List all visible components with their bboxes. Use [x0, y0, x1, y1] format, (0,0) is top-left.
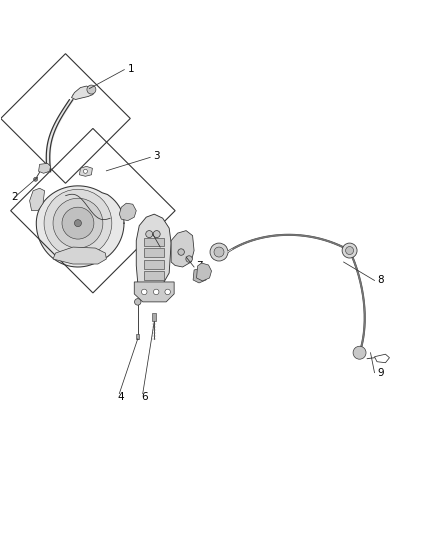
Text: 7: 7 — [196, 261, 203, 271]
Polygon shape — [71, 86, 95, 100]
Polygon shape — [197, 263, 212, 281]
Polygon shape — [79, 166, 92, 176]
Text: 1: 1 — [128, 63, 134, 74]
Circle shape — [178, 249, 184, 255]
Circle shape — [346, 247, 353, 255]
Circle shape — [62, 207, 94, 239]
Circle shape — [134, 298, 141, 305]
Polygon shape — [119, 203, 136, 221]
Circle shape — [34, 177, 38, 181]
Polygon shape — [171, 231, 194, 267]
Text: 5: 5 — [162, 242, 170, 252]
Polygon shape — [136, 214, 171, 292]
Text: 3: 3 — [153, 151, 159, 161]
Circle shape — [53, 198, 103, 248]
Circle shape — [342, 243, 357, 258]
Circle shape — [214, 247, 224, 257]
Polygon shape — [39, 163, 50, 173]
Text: 6: 6 — [141, 392, 148, 401]
Polygon shape — [30, 188, 45, 211]
Text: 4: 4 — [118, 392, 124, 401]
Circle shape — [83, 169, 88, 173]
Polygon shape — [144, 238, 164, 246]
Circle shape — [186, 256, 192, 262]
Circle shape — [165, 289, 170, 295]
Text: 9: 9 — [377, 368, 384, 378]
Circle shape — [87, 85, 96, 94]
Polygon shape — [152, 313, 156, 321]
Text: 8: 8 — [377, 276, 384, 286]
Polygon shape — [136, 334, 139, 339]
Circle shape — [141, 289, 147, 295]
Text: 2: 2 — [12, 192, 18, 202]
Circle shape — [153, 289, 159, 295]
Circle shape — [74, 220, 81, 227]
Circle shape — [353, 346, 366, 359]
Polygon shape — [144, 260, 164, 269]
Circle shape — [44, 189, 112, 257]
Polygon shape — [193, 268, 207, 283]
Circle shape — [146, 231, 153, 238]
Polygon shape — [144, 271, 164, 280]
Polygon shape — [134, 282, 174, 302]
Polygon shape — [53, 247, 106, 264]
Circle shape — [210, 243, 228, 261]
Circle shape — [153, 231, 160, 238]
Polygon shape — [36, 186, 124, 267]
Polygon shape — [144, 248, 164, 257]
